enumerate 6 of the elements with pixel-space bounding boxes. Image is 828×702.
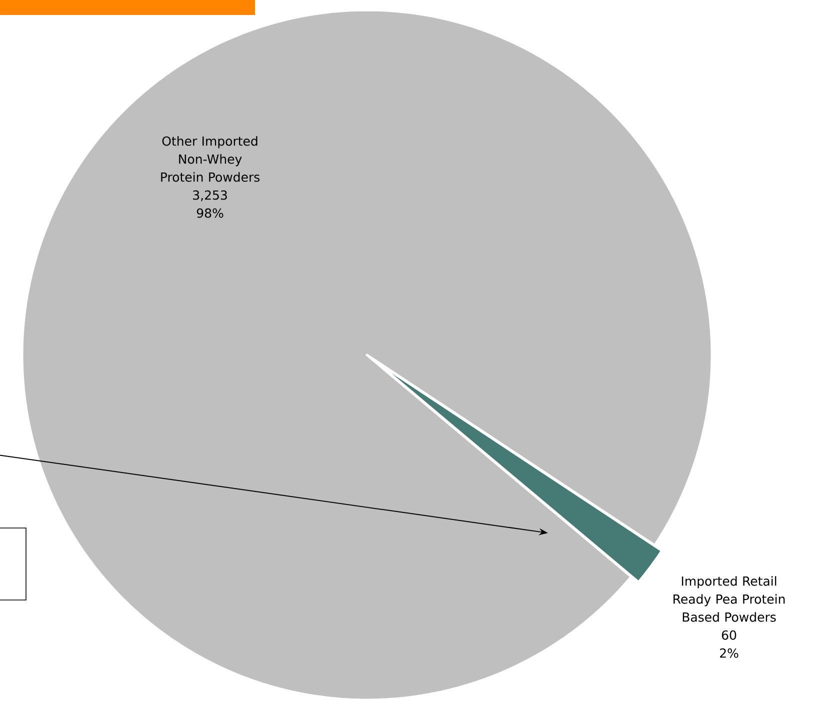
- data-label: 60: [722, 630, 736, 640]
- data-label: 3,253: [193, 190, 227, 202]
- slice-label: Other Imported Non-Whey Protein Powders: [161, 136, 260, 182]
- text: 98%: [196, 208, 224, 218]
- slice-label: Imported Retail Ready Pea Protein Based Powders: [674, 576, 785, 622]
- text: 2%: [720, 648, 738, 658]
